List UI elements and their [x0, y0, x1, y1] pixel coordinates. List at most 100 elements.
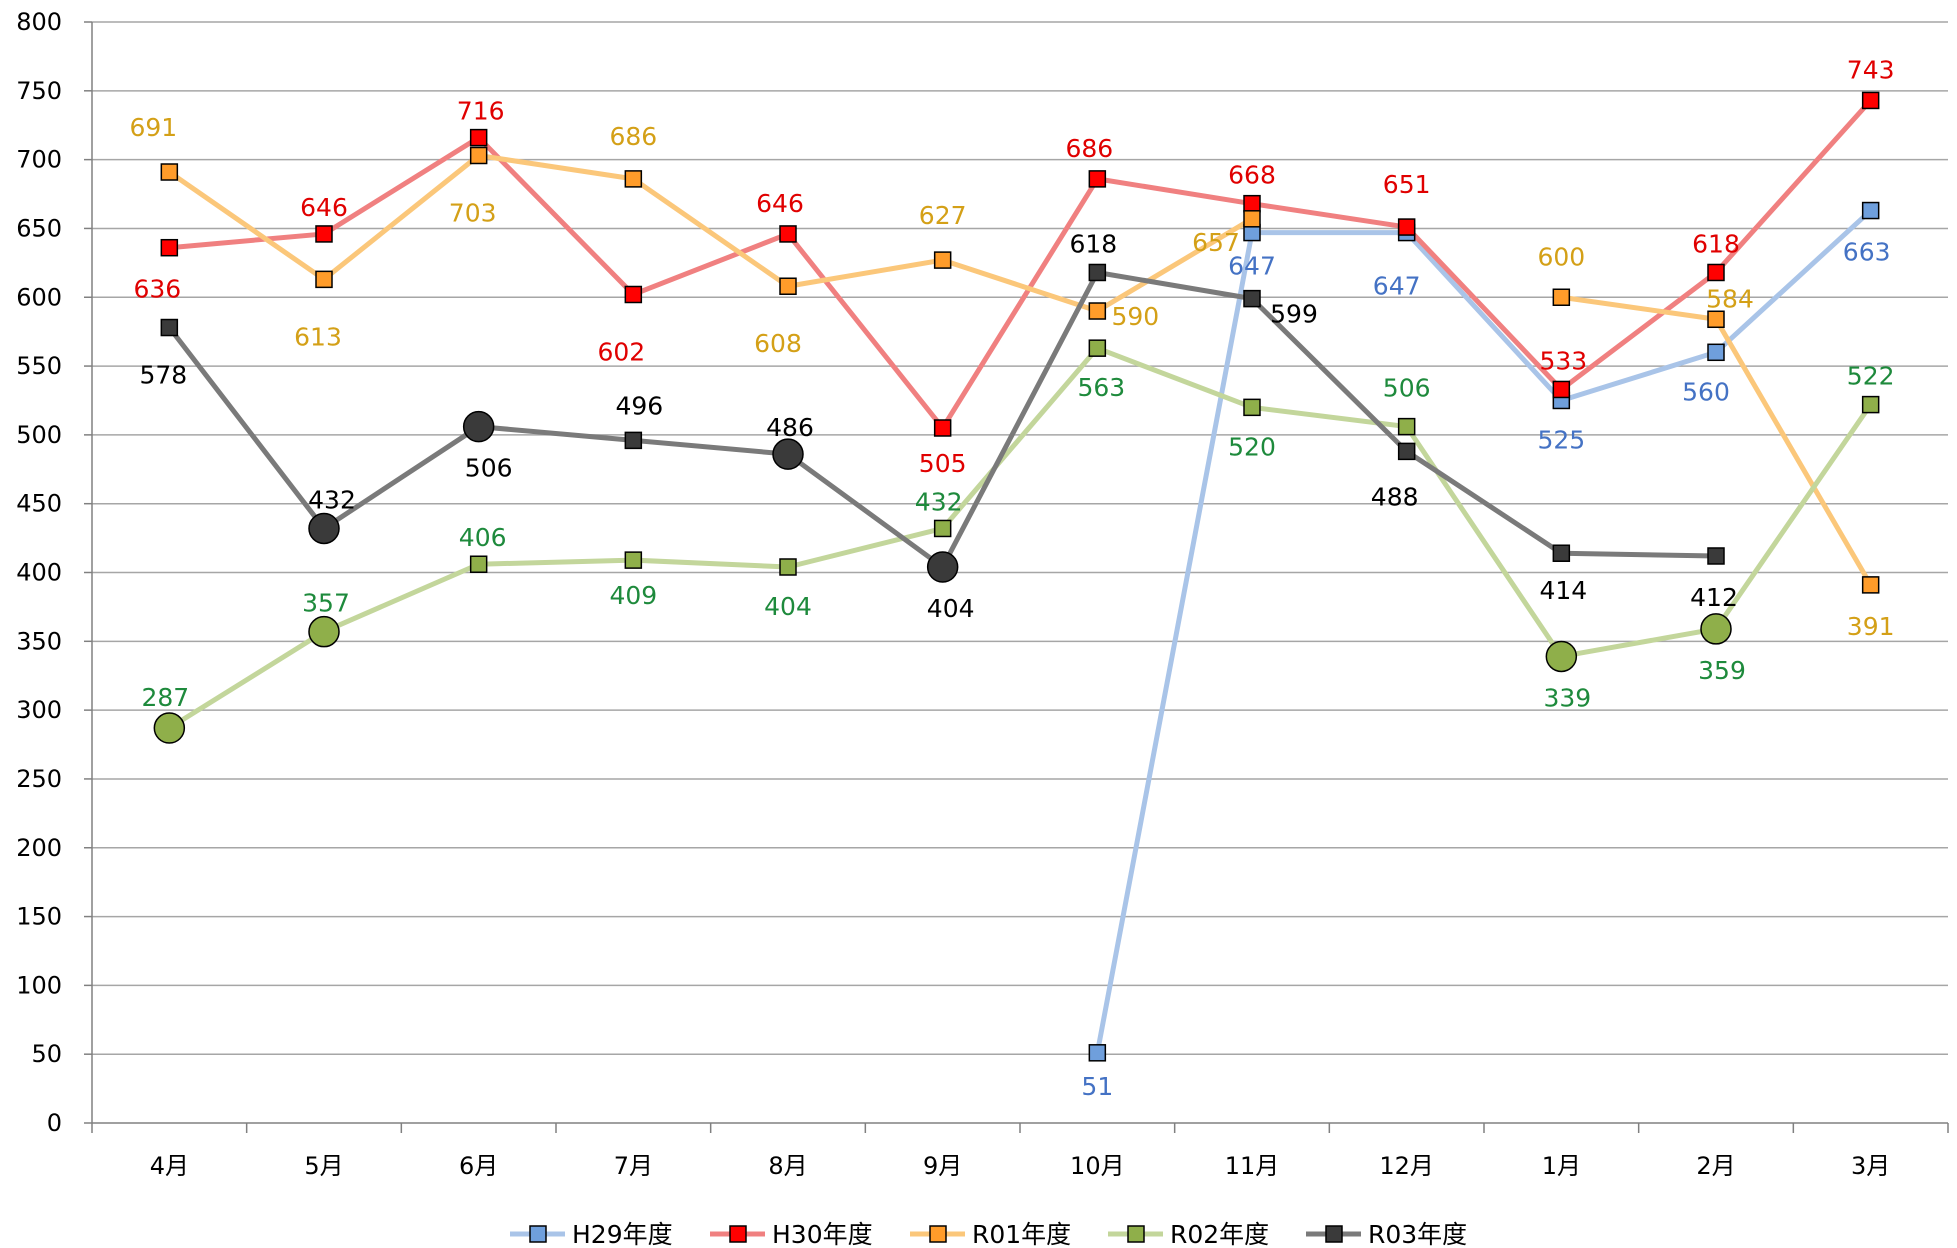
data-label: 432 — [308, 485, 356, 514]
data-label: 599 — [1270, 300, 1318, 329]
data-label: 506 — [465, 454, 513, 483]
series-line-segment — [476, 135, 636, 297]
data-label: 432 — [915, 487, 963, 516]
x-tick-label: 1月 — [1542, 1152, 1581, 1180]
data-label: 287 — [141, 683, 189, 712]
data-label: 578 — [139, 361, 187, 390]
y-tick-label: 50 — [31, 1040, 62, 1068]
x-tick-label: 5月 — [304, 1152, 343, 1180]
series-line-segment — [321, 135, 482, 237]
data-point — [308, 615, 340, 648]
data-label: 505 — [919, 449, 967, 478]
series-line-segment — [1094, 345, 1255, 410]
series-line-segment — [1713, 316, 1874, 588]
series-lines — [166, 97, 1874, 1056]
data-label: 657 — [1192, 228, 1240, 257]
data-label: 703 — [449, 198, 497, 227]
data-point — [1707, 547, 1725, 565]
data-point — [624, 170, 643, 188]
data-point — [160, 238, 179, 257]
data-label: 339 — [1543, 683, 1591, 712]
data-label: 600 — [1537, 242, 1585, 271]
legend-label: R03年度 — [1368, 1220, 1467, 1248]
data-label: 412 — [1690, 583, 1738, 612]
data-label: 716 — [457, 97, 505, 126]
series-line-segment — [1713, 97, 1874, 275]
data-point — [1243, 398, 1261, 417]
y-tick-label: 100 — [16, 971, 62, 999]
data-point — [1088, 263, 1107, 282]
series-line-segment — [321, 424, 482, 531]
data-point — [1861, 576, 1880, 594]
series-line-segment — [1404, 224, 1564, 392]
y-tick-label: 550 — [16, 352, 62, 380]
axes — [84, 21, 1949, 1133]
series-line-segment — [1094, 216, 1255, 314]
series-line-segment — [785, 451, 946, 570]
series-line-segment — [785, 231, 946, 431]
data-label: 525 — [1537, 425, 1585, 454]
series-line-segment — [630, 557, 791, 570]
series-line-segment — [630, 437, 791, 457]
legend-marker — [1325, 1225, 1343, 1243]
data-point — [933, 419, 952, 437]
data-point — [1861, 395, 1880, 414]
data-point — [315, 270, 333, 289]
data-point — [1088, 1044, 1107, 1062]
series-line-segment — [476, 557, 636, 567]
series-line-segment — [940, 176, 1100, 431]
data-label: 584 — [1706, 284, 1754, 313]
y-tick-label: 650 — [16, 214, 62, 242]
data-point — [469, 146, 488, 165]
x-tick-label: 7月 — [614, 1152, 653, 1180]
series-line-segment — [1249, 404, 1410, 430]
data-label: 488 — [1371, 482, 1419, 511]
x-tick-label: 2月 — [1696, 1152, 1735, 1180]
data-label: 686 — [609, 122, 657, 151]
data-label: 406 — [459, 523, 507, 552]
data-label: 613 — [294, 322, 342, 351]
y-tick-label: 250 — [16, 765, 62, 793]
data-point — [624, 431, 643, 450]
gridlines — [92, 21, 1948, 1055]
series-line-segment — [166, 169, 327, 282]
x-tick-label: 10月 — [1070, 1152, 1125, 1180]
data-label: 743 — [1847, 55, 1895, 84]
legend-marker — [929, 1225, 947, 1243]
legend-marker — [729, 1225, 747, 1243]
legend-label: R02年度 — [1170, 1220, 1269, 1248]
y-tick-label: 700 — [16, 146, 62, 174]
series-line-segment — [1558, 550, 1719, 559]
series-line-segment — [1094, 269, 1255, 302]
x-axis-ticks: 4月 5月 6月 7月 8月 9月 10月 11月 12月 1月 2月 3月 — [150, 1152, 1891, 1180]
series-line-segment — [940, 257, 1100, 314]
data-point — [1243, 210, 1261, 228]
data-point — [779, 225, 797, 243]
data-point — [1243, 289, 1261, 308]
y-tick-label: 800 — [16, 8, 62, 36]
data-point — [933, 251, 952, 269]
data-label: 602 — [597, 337, 645, 366]
data-point — [160, 163, 179, 181]
data-point — [469, 555, 488, 573]
series-line-segment — [940, 345, 1100, 531]
series-line-segment — [785, 257, 946, 289]
y-axis-ticks: 0 50 100 150 200 250 300 350 400 450 500 550 600 650 7… — [16, 8, 62, 1137]
data-point — [153, 712, 186, 744]
y-tick-label: 750 — [16, 77, 62, 105]
data-label: 414 — [1539, 576, 1587, 605]
data-point — [926, 551, 959, 583]
data-point — [779, 277, 797, 295]
data-label: 646 — [300, 193, 348, 222]
data-point — [1088, 170, 1107, 188]
data-label: 608 — [754, 329, 802, 358]
data-point — [1707, 263, 1725, 282]
data-label: 651 — [1383, 170, 1431, 199]
y-tick-label: 400 — [16, 559, 62, 587]
data-labels: 51 647 647 525 560 663 636 646 716 602 646 505 686 66… — [129, 55, 1894, 1100]
series-line-segment — [1249, 201, 1410, 230]
series-line-segment — [1094, 176, 1255, 207]
data-label: 357 — [302, 589, 350, 618]
series-markers — [153, 91, 1880, 1062]
